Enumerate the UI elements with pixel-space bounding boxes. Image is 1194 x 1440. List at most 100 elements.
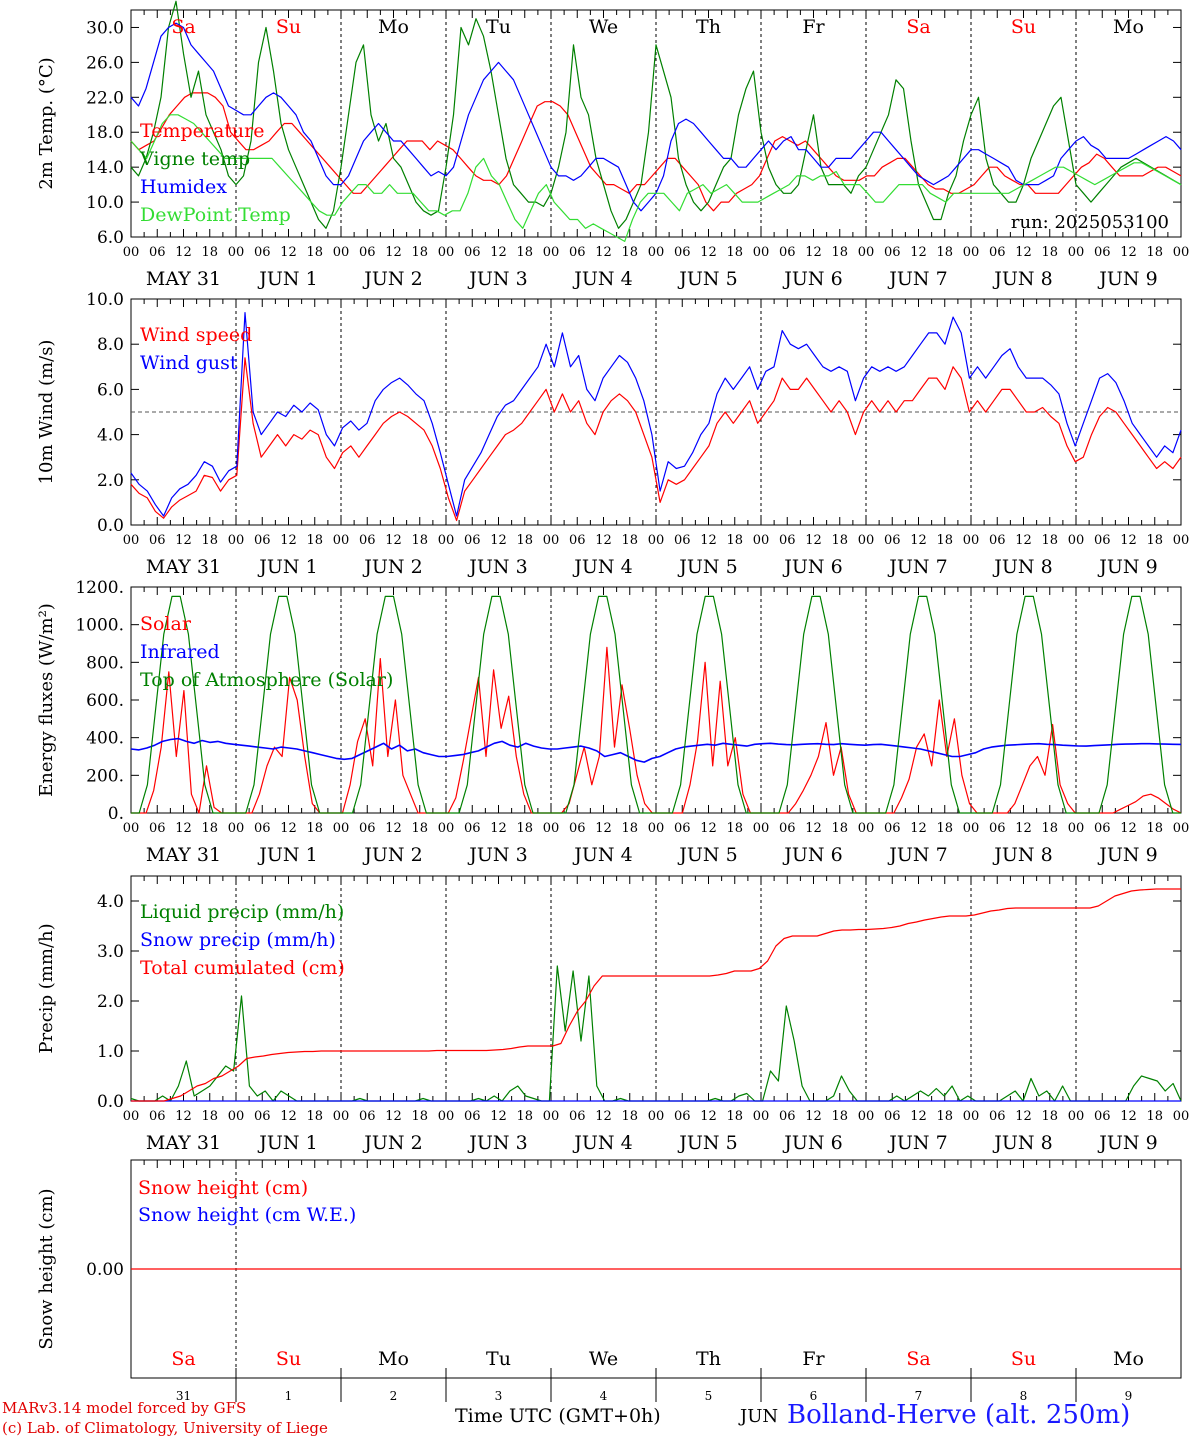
day-number-label: 7 [915, 1389, 923, 1403]
legend-entry: Infrared [140, 641, 220, 663]
y-tick-label: 1.0 [97, 1042, 124, 1062]
series-total-cumulated-cm [131, 888, 1181, 1102]
model-credit: MARv3.14 model forced by GFS [2, 1399, 247, 1417]
y-tick-label: 14.0 [86, 158, 124, 178]
run-annotation: run: 2025053100 [1011, 212, 1169, 233]
hour-label: 06 [989, 245, 1006, 260]
date-label: JUN 7 [887, 556, 947, 578]
hour-label: 06 [569, 245, 586, 260]
hour-label: 12 [1015, 1109, 1032, 1124]
hour-label: 12 [175, 245, 192, 260]
date-label: JUN 5 [677, 1132, 737, 1154]
hour-label: 06 [674, 821, 691, 836]
hour-label: 06 [254, 533, 271, 548]
hour-label: 00 [1173, 533, 1190, 548]
date-label: JUN 3 [467, 268, 527, 290]
hour-label: 12 [700, 1109, 717, 1124]
series-temperature [130, 92, 1182, 212]
weekday-label: Tu [486, 1348, 511, 1370]
hour-label: 18 [1041, 533, 1058, 548]
hour-label: 06 [1094, 1109, 1111, 1124]
series-infrared [130, 737, 1182, 763]
y-axis-title: 2m Temp. (°C) [36, 57, 57, 189]
hour-label: 12 [910, 245, 927, 260]
y-tick-label: 0. [108, 804, 124, 824]
hour-label: 06 [1094, 533, 1111, 548]
weekday-label: Sa [171, 16, 195, 38]
date-label: JUN 4 [572, 268, 632, 290]
date-label: JUN 2 [362, 268, 422, 290]
legend-entry: Snow height (cm) [138, 1177, 308, 1199]
hour-ticks-5 [130, 1160, 1182, 1168]
hour-label: 00 [228, 1109, 245, 1124]
weekday-label: Su [1011, 16, 1036, 38]
y-tick-label: 2.0 [97, 471, 124, 491]
y-tick-label: 0.00 [86, 1260, 124, 1280]
weekday-label: Mo [1113, 1348, 1144, 1370]
hour-label: 00 [438, 1109, 455, 1124]
hour-label: 06 [464, 245, 481, 260]
hour-label: 18 [936, 533, 953, 548]
hour-label: 18 [936, 1109, 953, 1124]
hour-label: 18 [1041, 1109, 1058, 1124]
hour-label: 00 [963, 533, 980, 548]
weekday-label: Su [276, 1348, 301, 1370]
hour-label: 12 [490, 1109, 507, 1124]
hour-label: 12 [175, 533, 192, 548]
hour-label: 06 [989, 821, 1006, 836]
hour-label: 06 [779, 245, 796, 260]
date-label: JUN 5 [677, 556, 737, 578]
hour-label: 06 [149, 1109, 166, 1124]
legend-entry: Vigne temp [139, 148, 250, 170]
hour-label: 12 [175, 1109, 192, 1124]
hour-label: 12 [175, 821, 192, 836]
hour-label: 12 [805, 1109, 822, 1124]
hour-label: 06 [569, 1109, 586, 1124]
hour-label: 00 [858, 245, 875, 260]
hour-label: 12 [700, 245, 717, 260]
y-tick-label: 26.0 [86, 53, 124, 73]
legend-entry: Top of Atmosphere (Solar) [140, 669, 393, 691]
hour-label: 18 [201, 533, 218, 548]
hour-label: 06 [254, 1109, 271, 1124]
hour-label: 12 [280, 245, 297, 260]
hour-label: 00 [228, 533, 245, 548]
date-label: MAY 31 [146, 1132, 221, 1154]
date-label: JUN 8 [992, 556, 1052, 578]
day-number-label: 3 [495, 1389, 503, 1403]
hour-label: 12 [595, 1109, 612, 1124]
hour-label: 00 [963, 1109, 980, 1124]
hour-label: 18 [621, 821, 638, 836]
hour-label: 00 [753, 533, 770, 548]
hour-label: 00 [543, 821, 560, 836]
weekday-label: Fr [802, 16, 825, 38]
y-tick-label: 4.0 [97, 426, 124, 446]
hour-label: 00 [438, 245, 455, 260]
hour-label: 18 [936, 245, 953, 260]
date-label: JUN 4 [572, 844, 632, 866]
hour-label: 18 [621, 245, 638, 260]
hour-label: 00 [1068, 1109, 1085, 1124]
hour-label: 00 [648, 821, 665, 836]
hour-label: 12 [805, 821, 822, 836]
date-label: JUN 2 [362, 1132, 422, 1154]
hour-label: 12 [385, 821, 402, 836]
y-tick-label: 3.0 [97, 942, 124, 962]
hour-label: 12 [910, 1109, 927, 1124]
hour-label: 06 [884, 1109, 901, 1124]
hour-label: 18 [1146, 1109, 1163, 1124]
date-label: JUN 5 [677, 268, 737, 290]
hour-label: 06 [674, 1109, 691, 1124]
hour-label: 12 [910, 533, 927, 548]
day-number-label: 9 [1125, 1389, 1133, 1403]
hour-label: 18 [621, 1109, 638, 1124]
day-number-label: 1 [285, 1389, 293, 1403]
hour-label: 18 [411, 1109, 428, 1124]
hour-label: 18 [831, 245, 848, 260]
weekday-label: Sa [906, 1348, 930, 1370]
date-label: JUN 9 [1097, 268, 1157, 290]
hour-label: 18 [1041, 821, 1058, 836]
hour-label: 06 [779, 821, 796, 836]
hour-label: 18 [831, 821, 848, 836]
legend-entry: Total cumulated (cm) [140, 957, 345, 979]
